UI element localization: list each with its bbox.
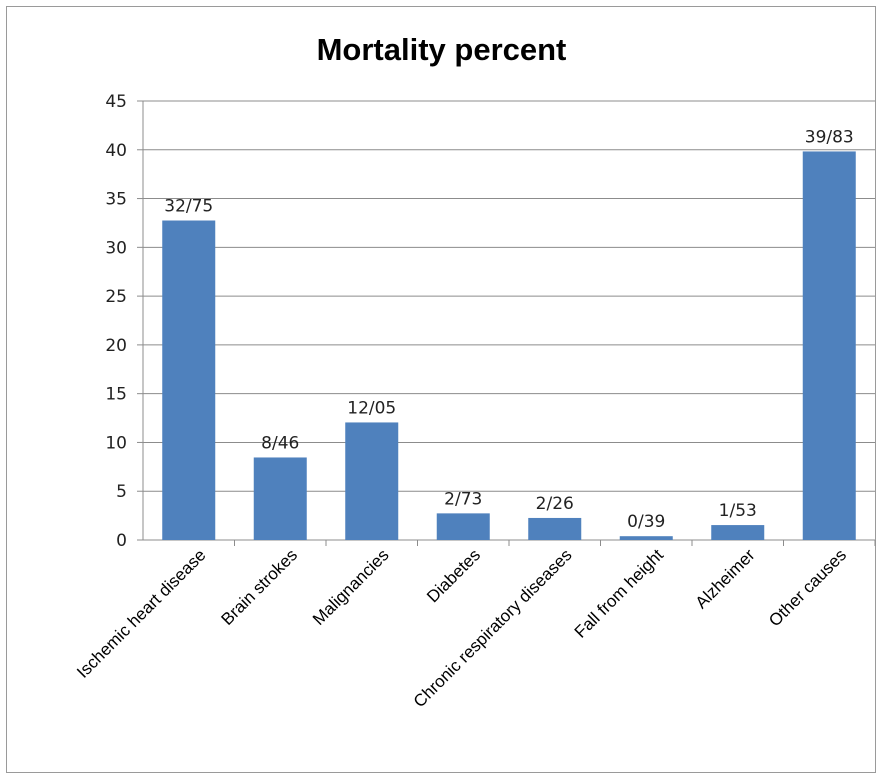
data-label: 2/73 [444, 489, 482, 509]
y-tick-label: 25 [105, 287, 127, 307]
y-tick-label: 40 [105, 141, 127, 161]
data-label: 12/05 [347, 398, 396, 418]
bar [802, 151, 856, 540]
x-category-label: Malignancies [309, 545, 393, 629]
bar [436, 513, 490, 540]
x-category-label: Brain strokes [217, 545, 301, 629]
bar [345, 422, 399, 540]
bar [619, 536, 673, 540]
data-label: 8/46 [261, 433, 299, 453]
y-tick-label: 45 [105, 92, 127, 112]
data-label: 39/83 [805, 127, 854, 147]
x-category-label: Diabetes [423, 545, 484, 606]
y-tick-label: 15 [105, 385, 127, 405]
x-category-label: Alzheimer [692, 545, 759, 612]
x-category-label: Other causes [765, 545, 850, 630]
bar [253, 457, 307, 540]
data-label: 0/39 [627, 512, 665, 532]
y-tick-label: 5 [116, 482, 127, 502]
bar [528, 517, 582, 540]
data-label: 32/75 [164, 197, 213, 217]
y-tick-label: 30 [105, 238, 127, 258]
y-tick-label: 10 [105, 433, 127, 453]
chart-title: Mortality percent [316, 32, 567, 67]
chart-frame [6, 6, 876, 773]
x-category-label: Fall from height [571, 545, 667, 641]
data-label: 2/26 [536, 494, 574, 514]
y-tick-label: 20 [105, 336, 127, 356]
data-label: 1/53 [719, 501, 757, 521]
y-tick-label: 0 [116, 531, 127, 551]
bar [162, 220, 216, 540]
y-tick-label: 35 [105, 190, 127, 210]
x-category-label: Ischemic heart disease [73, 545, 209, 681]
x-category-label: Chronic respiratory diseases [410, 545, 576, 711]
bar [711, 525, 765, 540]
